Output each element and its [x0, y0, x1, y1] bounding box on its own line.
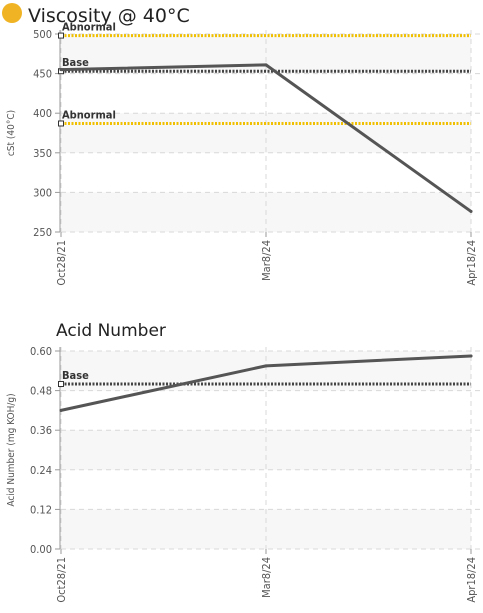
x-tick-label: Mar8/24: [260, 240, 273, 281]
data-point: [264, 364, 268, 368]
data-point: [469, 354, 473, 358]
y-tick-label: 0.12: [30, 503, 52, 516]
y-tick-label: 0.36: [30, 424, 52, 437]
x-tick-label: Mar8/24: [260, 557, 273, 598]
data-point: [264, 63, 268, 67]
reference-marker: [58, 32, 64, 39]
plot-area: 0.00 0.12 0.24 0.36 0.48 0.60 Acid Number (mg …: [6, 345, 481, 603]
data-point: [59, 68, 63, 72]
chart-title: Viscosity @ 40°C: [28, 5, 190, 27]
y-tick-label: 0.60: [30, 345, 52, 358]
x-tick-label: Apr18/24: [465, 240, 478, 286]
reference-label: Abnormal: [62, 108, 116, 121]
x-tick-label: Oct28/21: [55, 557, 68, 603]
reference-marker: [58, 381, 64, 387]
acid-number-chart: Acid Number 0.00 0.12 0.24 0.36 0.48 0.60 Acid…: [6, 321, 481, 603]
y-tick-label: 0.48: [30, 385, 52, 398]
y-tick-label: 0.00: [30, 543, 52, 556]
chart-title: Acid Number: [56, 321, 166, 341]
y-tick-label: 250: [33, 226, 52, 239]
y-tick-label: 450: [33, 68, 52, 81]
x-tick-label: Apr18/24: [465, 557, 478, 603]
reference-label: Base: [62, 56, 89, 69]
y-axis-title: cSt (40°C): [6, 110, 17, 156]
y-axis-title: Acid Number (mg KOH/g): [6, 393, 17, 506]
y-tick-label: 0.24: [30, 464, 52, 477]
y-tick-label: 500: [33, 28, 52, 41]
viscosity-chart: Viscosity @ 40°C 250 300 350 400 450 500 cSt (…: [2, 3, 481, 286]
y-tick-label: 300: [33, 186, 52, 199]
data-point: [469, 209, 473, 213]
data-point: [59, 408, 63, 412]
reference-label: Abnormal: [62, 21, 116, 34]
y-tick-label: 350: [33, 147, 52, 160]
reference-label: Base: [62, 369, 89, 382]
y-tick-label: 400: [33, 107, 52, 120]
x-tick-label: Oct28/21: [55, 240, 68, 286]
status-indicator-icon: [2, 3, 22, 23]
plot-area: 250 300 350 400 450 500 cSt (40°C) Oct28/21 Mar8…: [6, 21, 481, 286]
reference-marker: [58, 120, 64, 127]
